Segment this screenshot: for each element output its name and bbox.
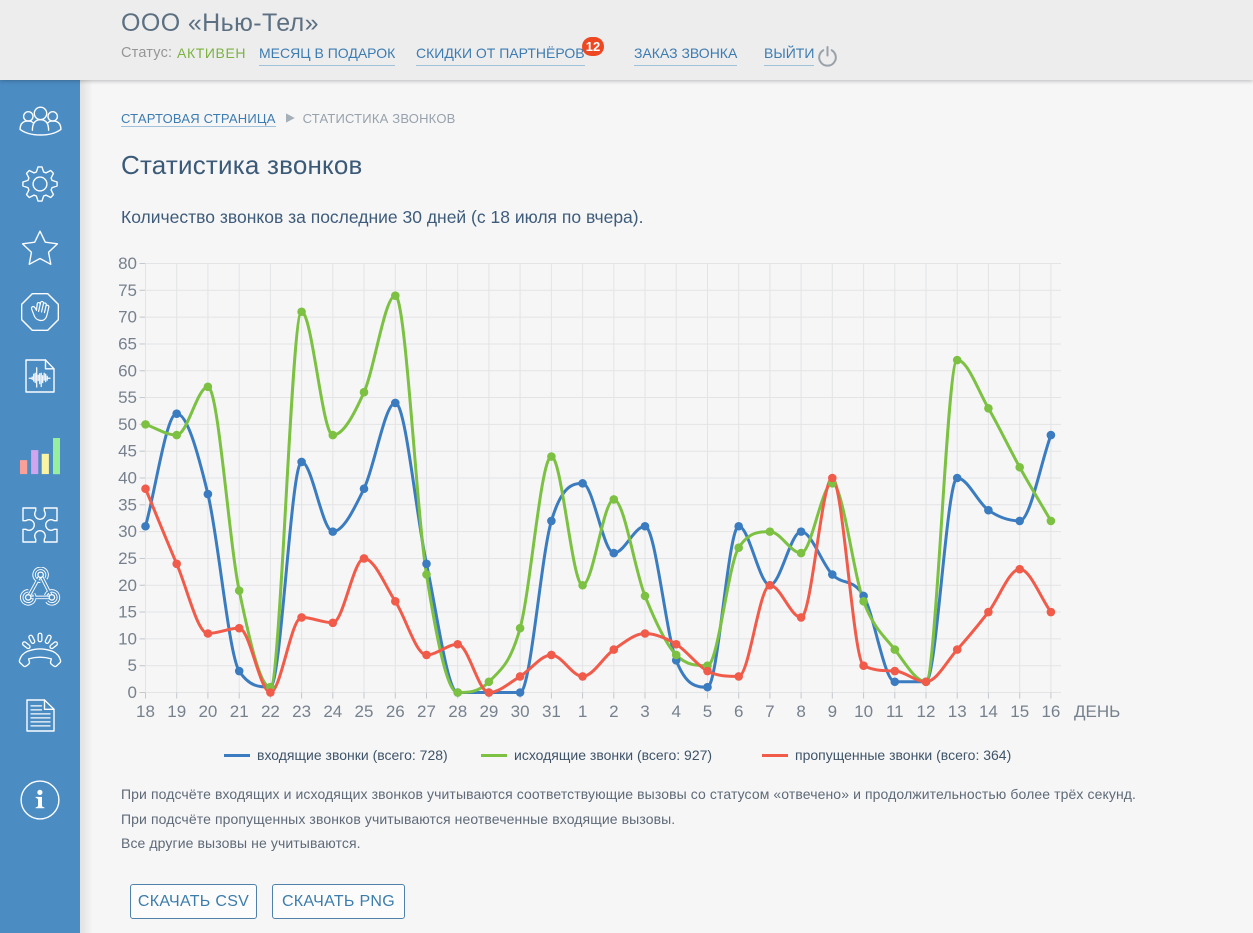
svg-text:8: 8 — [796, 702, 805, 721]
svg-text:19: 19 — [167, 702, 186, 721]
svg-text:21: 21 — [230, 702, 249, 721]
svg-text:27: 27 — [417, 702, 436, 721]
svg-text:16: 16 — [1041, 702, 1060, 721]
svg-text:20: 20 — [118, 576, 137, 595]
svg-text:14: 14 — [979, 702, 998, 721]
svg-text:29: 29 — [479, 702, 498, 721]
svg-text:30: 30 — [511, 702, 530, 721]
svg-text:10: 10 — [118, 629, 137, 648]
svg-text:70: 70 — [118, 308, 137, 327]
svg-text:24: 24 — [323, 702, 342, 721]
svg-text:12: 12 — [917, 702, 936, 721]
svg-text:25: 25 — [118, 549, 137, 568]
svg-text:3: 3 — [640, 702, 649, 721]
svg-text:50: 50 — [118, 415, 137, 434]
svg-text:6: 6 — [734, 702, 743, 721]
svg-text:35: 35 — [118, 495, 137, 514]
svg-text:7: 7 — [765, 702, 774, 721]
svg-text:5: 5 — [703, 702, 712, 721]
svg-text:25: 25 — [355, 702, 374, 721]
svg-text:4: 4 — [671, 702, 680, 721]
svg-text:13: 13 — [948, 702, 967, 721]
svg-text:18: 18 — [136, 702, 155, 721]
svg-text:75: 75 — [118, 281, 137, 300]
svg-text:11: 11 — [886, 702, 904, 721]
svg-text:26: 26 — [386, 702, 405, 721]
svg-text:65: 65 — [118, 334, 137, 353]
svg-text:10: 10 — [854, 702, 873, 721]
svg-text:22: 22 — [261, 702, 280, 721]
svg-text:15: 15 — [1010, 702, 1029, 721]
svg-text:40: 40 — [118, 469, 137, 488]
svg-text:20: 20 — [198, 702, 217, 721]
svg-text:45: 45 — [118, 442, 137, 461]
svg-text:28: 28 — [448, 702, 467, 721]
svg-text:23: 23 — [292, 702, 311, 721]
svg-text:55: 55 — [118, 388, 137, 407]
svg-text:2: 2 — [609, 702, 618, 721]
svg-text:80: 80 — [118, 254, 137, 273]
svg-text:60: 60 — [118, 361, 137, 380]
svg-text:ДЕНЬ: ДЕНЬ — [1074, 702, 1120, 721]
svg-text:0: 0 — [128, 683, 137, 702]
svg-text:15: 15 — [118, 603, 137, 622]
svg-text:9: 9 — [828, 702, 837, 721]
svg-text:30: 30 — [118, 522, 137, 541]
svg-text:1: 1 — [578, 702, 587, 721]
svg-text:5: 5 — [128, 656, 137, 675]
svg-text:31: 31 — [542, 702, 561, 721]
